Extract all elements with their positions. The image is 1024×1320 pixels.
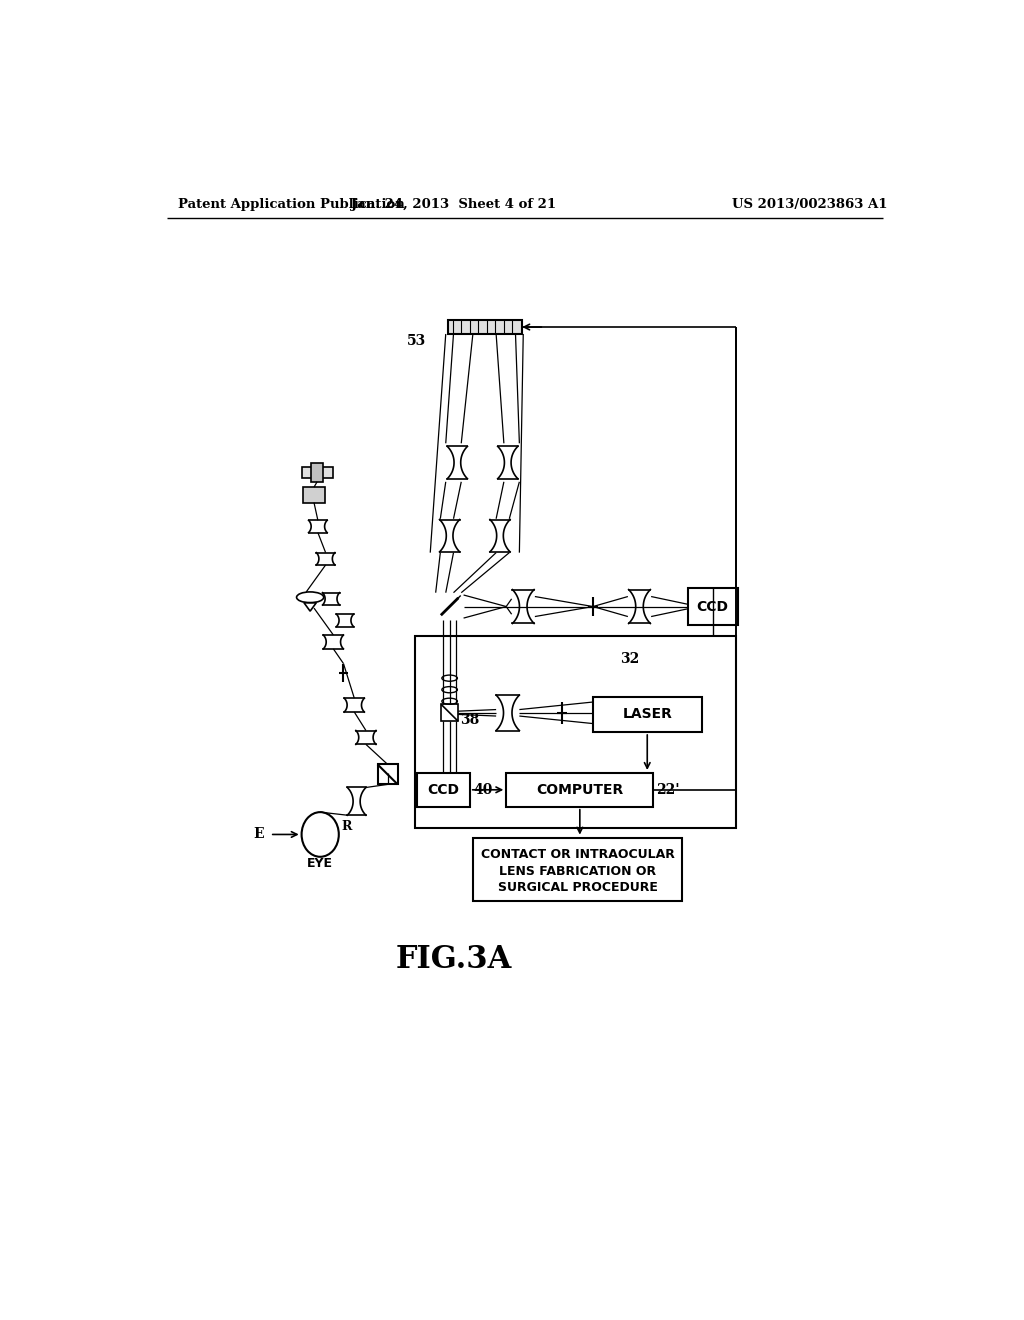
- Bar: [473, 838, 682, 900]
- Text: E: E: [254, 828, 264, 841]
- Text: 40: 40: [473, 783, 493, 797]
- Text: Jan. 24, 2013  Sheet 4 of 21: Jan. 24, 2013 Sheet 4 of 21: [351, 198, 556, 211]
- Text: COMPUTER: COMPUTER: [537, 783, 624, 797]
- Bar: [506, 774, 653, 807]
- Text: 53: 53: [407, 334, 426, 348]
- Text: FIG.3A: FIG.3A: [395, 944, 512, 974]
- Text: 22': 22': [656, 783, 680, 797]
- Text: Patent Application Publication: Patent Application Publication: [178, 198, 406, 211]
- Text: CCD: CCD: [696, 599, 729, 614]
- Text: 32: 32: [621, 652, 639, 665]
- Text: CCD: CCD: [427, 783, 460, 797]
- Bar: [303, 487, 325, 503]
- Bar: [378, 764, 397, 784]
- Text: EYE: EYE: [307, 857, 333, 870]
- Bar: [687, 589, 738, 626]
- Bar: [441, 705, 458, 721]
- Bar: [417, 774, 470, 807]
- Bar: [593, 697, 701, 733]
- Text: LENS FABRICATION OR: LENS FABRICATION OR: [499, 865, 656, 878]
- Text: US 2013/0023863 A1: US 2013/0023863 A1: [732, 198, 888, 211]
- Bar: [311, 463, 324, 482]
- Bar: [415, 636, 736, 829]
- Text: 38: 38: [460, 714, 479, 727]
- Text: R: R: [342, 820, 352, 833]
- Text: CONTACT OR INTRAOCULAR: CONTACT OR INTRAOCULAR: [480, 847, 675, 861]
- Text: LASER: LASER: [623, 708, 672, 721]
- Bar: [302, 467, 333, 478]
- Bar: [449, 321, 521, 334]
- Text: SURGICAL PROCEDURE: SURGICAL PROCEDURE: [498, 880, 657, 894]
